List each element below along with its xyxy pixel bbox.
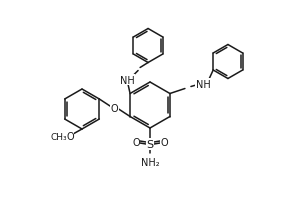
Text: CH₃: CH₃ [50, 132, 67, 141]
Text: NH: NH [195, 79, 210, 89]
Text: O: O [160, 137, 168, 147]
Text: O: O [111, 103, 118, 113]
Text: NH: NH [120, 75, 135, 85]
Text: O: O [66, 131, 74, 141]
Text: NH₂: NH₂ [141, 157, 159, 167]
Text: O: O [132, 137, 140, 147]
Text: S: S [146, 139, 154, 149]
